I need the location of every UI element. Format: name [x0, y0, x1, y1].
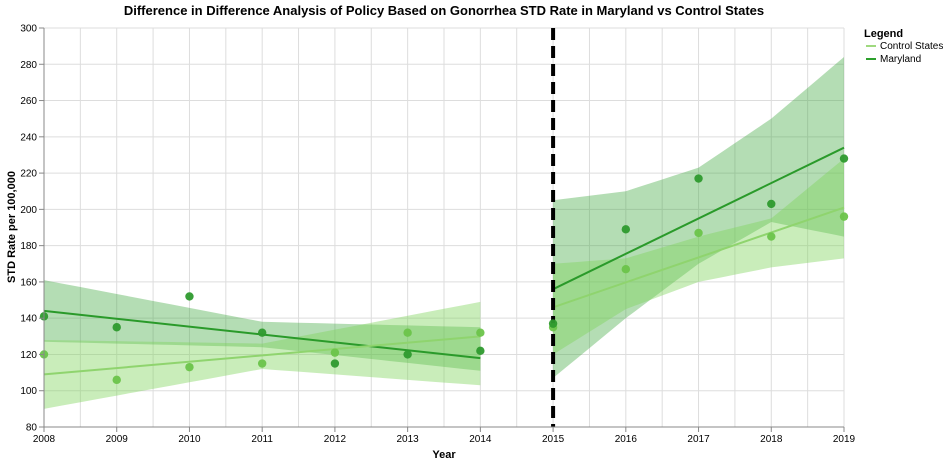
data-point-maryland — [767, 199, 776, 209]
y-axis-title: STD Rate per 100,000 — [6, 171, 18, 283]
chart-title: Difference in Difference Analysis of Pol… — [124, 3, 764, 18]
legend: Control States Maryland — [866, 41, 943, 65]
x-tick-label: 2014 — [469, 434, 492, 445]
x-tick-label: 2015 — [542, 434, 565, 445]
axes: 2008 2009 2010 2011 2012 2013 2014 2015 2016 2017… — [20, 24, 855, 446]
x-tick-label: 2011 — [251, 434, 273, 445]
data-point-control-states — [839, 212, 849, 221]
data-point-control-states — [185, 362, 194, 372]
x-tick-label: 2013 — [397, 434, 420, 445]
y-tick-label: 240 — [20, 132, 37, 143]
data-point-maryland — [185, 292, 194, 301]
y-tick-label: 220 — [20, 169, 37, 180]
trend-line-maryland-post — [552, 146, 845, 291]
data-point-control-states — [330, 348, 340, 357]
data-point-maryland — [257, 328, 267, 337]
x-tick-label: 2012 — [324, 434, 347, 445]
data-point-maryland — [548, 319, 558, 328]
data-point-control-states — [403, 328, 412, 337]
y-tick-label: 100 — [20, 386, 37, 397]
x-tick-label: 2010 — [178, 434, 201, 445]
data-point-maryland — [403, 350, 412, 359]
data-point-control-states — [621, 265, 631, 274]
y-tick-label: 300 — [20, 24, 37, 35]
y-tick-label: 80 — [26, 423, 38, 434]
legend-label: Maryland — [880, 54, 921, 65]
data-point-control-states — [112, 375, 121, 385]
data-point-maryland — [476, 346, 485, 356]
data-point-control-states — [767, 232, 776, 241]
confidence-band-maryland-pre — [44, 280, 481, 371]
x-tick-label: 2016 — [615, 434, 638, 445]
y-tick-label: 200 — [20, 205, 37, 216]
x-tick-label: 2008 — [33, 434, 56, 445]
x-tick-label: 2019 — [833, 434, 856, 445]
data-point-control-states — [694, 228, 703, 238]
data-point-control-states — [476, 328, 485, 337]
y-tick-label: 140 — [20, 314, 37, 325]
data-point-maryland — [621, 225, 631, 234]
x-tick-label: 2017 — [687, 434, 710, 445]
data-point-maryland — [112, 323, 121, 332]
x-tick-label: 2018 — [760, 434, 783, 445]
legend-label: Control States — [880, 41, 943, 52]
data-point-maryland — [839, 154, 849, 163]
y-tick-label: 280 — [20, 60, 37, 71]
x-axis-title: Year — [432, 449, 456, 461]
data-point-maryland — [330, 359, 340, 368]
y-tick-label: 160 — [20, 277, 37, 288]
x-tick-label: 2009 — [106, 434, 129, 445]
trend-line-control-states-pre — [43, 335, 481, 376]
data-point-maryland — [694, 174, 703, 183]
data-point-control-states — [257, 359, 267, 368]
y-tick-label: 120 — [20, 350, 37, 361]
trend-line-control-states-post — [552, 206, 845, 309]
legend-title: Legend — [864, 28, 903, 40]
data-points — [39, 154, 849, 385]
y-tick-label: 180 — [20, 241, 37, 252]
y-tick-label: 260 — [20, 96, 37, 107]
